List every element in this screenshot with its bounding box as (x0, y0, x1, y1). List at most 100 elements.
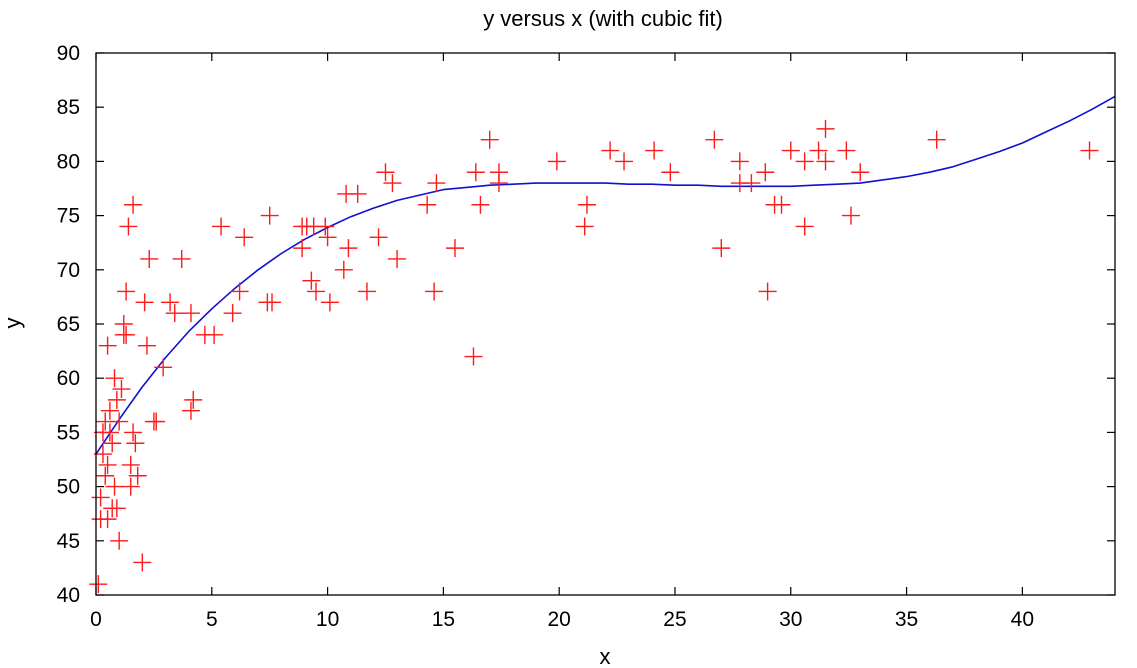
data-point (577, 195, 596, 214)
data-point (756, 163, 775, 182)
x-tick-label: 10 (316, 608, 339, 631)
x-tick-label: 35 (895, 608, 918, 631)
data-point (466, 163, 485, 182)
data-point (316, 217, 335, 236)
y-tick-label: 40 (57, 584, 80, 607)
data-point (348, 184, 367, 203)
data-point (105, 369, 124, 388)
data-point (147, 412, 166, 431)
data-point (601, 141, 620, 160)
data-point (212, 217, 231, 236)
data-point (161, 293, 180, 312)
data-point (445, 239, 464, 258)
data-point (91, 488, 110, 507)
data-point (357, 282, 376, 301)
data-point (98, 336, 117, 355)
data-point (260, 206, 279, 225)
data-point (103, 434, 122, 453)
data-point (547, 152, 566, 171)
data-point (464, 347, 483, 366)
data-point (135, 293, 154, 312)
data-point (480, 130, 499, 149)
data-point (107, 499, 126, 518)
data-point (376, 163, 395, 182)
data-point (383, 174, 402, 193)
data-point (124, 195, 143, 214)
data-point (117, 282, 136, 301)
data-point (816, 152, 835, 171)
data-point (293, 239, 312, 258)
x-tick-label: 5 (206, 608, 218, 631)
data-point (98, 510, 117, 529)
data-point (307, 282, 326, 301)
data-point (112, 380, 131, 399)
data-point (730, 152, 749, 171)
data-point (369, 228, 388, 247)
data-point (100, 401, 119, 420)
data-point (105, 477, 124, 496)
x-axis-label: x (600, 644, 611, 668)
data-point (98, 455, 117, 474)
data-point (137, 336, 156, 355)
data-point (235, 228, 254, 247)
data-point (334, 260, 353, 279)
data-point (184, 390, 203, 409)
data-point (851, 163, 870, 182)
data-point (816, 119, 835, 138)
data-point (427, 174, 446, 193)
data-point (117, 325, 136, 344)
data-point (661, 163, 680, 182)
data-point (339, 239, 358, 258)
chart-title: y versus x (with cubic fit) (483, 6, 723, 31)
y-tick-label: 50 (57, 476, 80, 499)
data-point (140, 249, 159, 268)
y-tick-label: 85 (57, 96, 80, 119)
data-point (230, 282, 249, 301)
plot-frame (95, 52, 1116, 596)
data-point (575, 217, 594, 236)
data-point (489, 163, 508, 182)
data-point (165, 304, 184, 323)
x-tick-label: 30 (779, 608, 802, 631)
data-point (927, 130, 946, 149)
y-tick-label: 90 (57, 42, 80, 65)
data-point (121, 455, 140, 474)
y-tick-label: 65 (57, 313, 80, 336)
data-point (795, 152, 814, 171)
data-point (388, 249, 407, 268)
data-point (100, 423, 119, 442)
y-tick-label: 70 (57, 259, 80, 282)
data-point (809, 141, 828, 160)
data-point (471, 195, 490, 214)
data-point (124, 423, 143, 442)
data-point (223, 304, 242, 323)
y-tick-label: 60 (57, 367, 80, 390)
data-point (114, 315, 133, 333)
data-point (172, 249, 191, 268)
data-point (320, 293, 339, 312)
y-tick-label: 45 (57, 530, 80, 553)
x-tick-label: 25 (663, 608, 686, 631)
y-tick-label: 80 (57, 150, 80, 173)
data-point (89, 575, 108, 594)
x-tick-label: 20 (548, 608, 571, 631)
data-point (772, 195, 791, 214)
data-point (705, 130, 724, 149)
x-tick-label: 0 (90, 608, 102, 631)
data-point (795, 217, 814, 236)
data-point (93, 445, 112, 464)
data-point (110, 412, 129, 431)
data-point (1080, 141, 1099, 160)
data-point (121, 477, 140, 496)
data-point (154, 358, 173, 377)
data-point (615, 152, 634, 171)
data-point (425, 282, 444, 301)
data-point (645, 141, 664, 160)
y-axis-label: y (0, 318, 25, 329)
data-point (119, 217, 138, 236)
data-point (128, 466, 147, 485)
x-tick-label: 15 (432, 608, 455, 631)
data-point (181, 401, 200, 420)
